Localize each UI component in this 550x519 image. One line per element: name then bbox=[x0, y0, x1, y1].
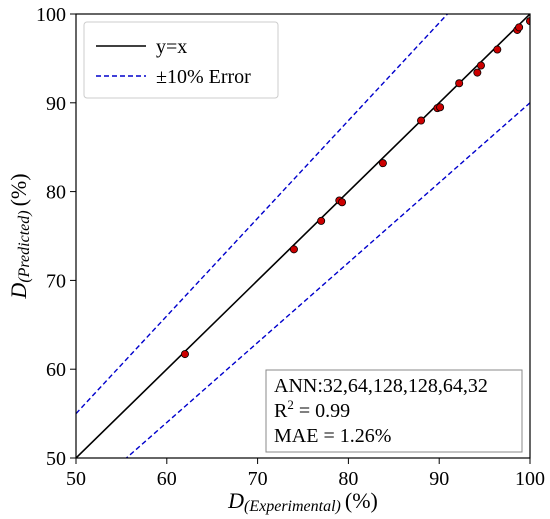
data-point bbox=[436, 103, 445, 112]
data-point bbox=[493, 45, 502, 54]
data-point bbox=[338, 198, 347, 207]
legend-label-error: ±10% Error bbox=[156, 66, 251, 88]
y-tick-label: 70 bbox=[46, 270, 66, 292]
legend-label-identity: y=x bbox=[156, 36, 187, 58]
x-tick-label: 60 bbox=[157, 468, 177, 490]
x-tick-label: 100 bbox=[515, 468, 545, 490]
annotation-box: ANN:32,64,128,128,64,32 R2 = 0.99 MAE = … bbox=[265, 369, 523, 453]
y-axis-label: D(Predicted)(%) bbox=[6, 173, 33, 299]
annotation-mae: MAE = 1.26% bbox=[274, 425, 391, 447]
data-point bbox=[180, 350, 189, 359]
data-point bbox=[317, 216, 326, 225]
data-point bbox=[473, 68, 482, 77]
y-axis-ticks: 50 60 70 80 90 100 bbox=[36, 4, 76, 470]
x-axis-ticks: 50 60 70 80 90 100 bbox=[66, 458, 545, 490]
x-tick-label: 70 bbox=[248, 468, 268, 490]
data-point bbox=[515, 23, 524, 32]
x-tick-label: 80 bbox=[338, 468, 358, 490]
data-point bbox=[476, 61, 485, 70]
data-point bbox=[289, 245, 298, 254]
y-tick-label: 80 bbox=[46, 182, 66, 204]
annotation-model: ANN:32,64,128,128,64,32 bbox=[274, 375, 488, 397]
data-point bbox=[455, 79, 464, 88]
x-tick-label: 90 bbox=[429, 468, 449, 490]
data-point bbox=[378, 159, 387, 168]
y-tick-label: 50 bbox=[46, 448, 66, 470]
annotation-r2: R2 = 0.99 bbox=[274, 397, 350, 422]
y-tick-label: 100 bbox=[36, 4, 66, 26]
reference-lines bbox=[76, 14, 530, 458]
x-axis-label: D(Experimental) (%) bbox=[227, 488, 378, 515]
reference-line-identity bbox=[76, 14, 530, 458]
y-tick-label: 60 bbox=[46, 359, 66, 381]
y-tick-label: 90 bbox=[46, 93, 66, 115]
data-point bbox=[526, 17, 530, 26]
x-tick-label: 50 bbox=[66, 468, 86, 490]
data-point bbox=[417, 116, 426, 125]
plot-frame bbox=[75, 13, 531, 459]
reference-line-minus-10 bbox=[125, 102, 530, 458]
legend: y=x ±10% Error bbox=[83, 21, 279, 99]
data-points bbox=[180, 17, 530, 359]
legend-box bbox=[83, 21, 279, 99]
annotation-frame bbox=[265, 369, 523, 453]
